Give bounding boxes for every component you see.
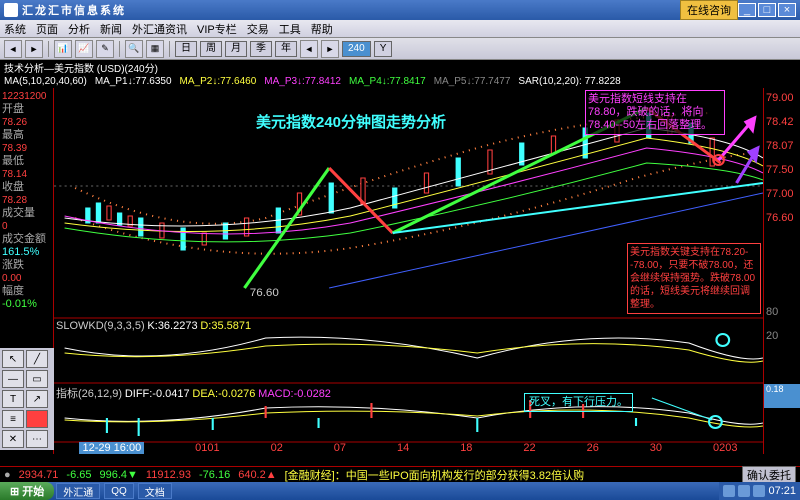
period-y[interactable]: Y <box>374 41 393 57</box>
draw-arrow-icon[interactable]: ↗ <box>26 390 48 408</box>
annotation-title: 美元指数240分钟图走势分析 <box>254 114 448 131</box>
tool-draw-icon[interactable]: ✎ <box>96 40 114 58</box>
period-week[interactable]: 周 <box>200 41 222 57</box>
menu-vip[interactable]: VIP专栏 <box>197 21 237 37</box>
chart-title: 技术分析—美元指数 (USD)(240分) <box>4 60 158 74</box>
annotation-resistance: 美元指数短线支持在78.80，跌破的话，将向78.40--50左右回落整理。 <box>585 90 725 135</box>
tool-grid-icon[interactable]: ▦ <box>146 40 164 58</box>
macd-label: 指标(26,12,9) DIFF:-0.0417 DEA:-0.0276 MAC… <box>56 385 331 401</box>
start-button[interactable]: ⊞开始 <box>0 482 54 500</box>
maximize-button[interactable]: □ <box>758 3 776 17</box>
period-year[interactable]: 年 <box>275 41 297 57</box>
draw-more-icon[interactable]: ⋯ <box>26 430 48 448</box>
period-prev-icon[interactable]: ◄ <box>300 40 318 58</box>
confirm-button[interactable]: 确认委托 <box>742 466 796 484</box>
minimize-button[interactable]: _ <box>738 3 756 17</box>
tool-chart-icon[interactable]: 📊 <box>54 40 72 58</box>
slowkd-label: SLOWKD(9,3,3,5) K:36.2273 D:35.5871 <box>56 320 251 332</box>
taskbar: ⊞开始 外汇通 QQ 文档 07:21 <box>0 482 800 500</box>
main-chart[interactable]: 76.60 美元指数短线支持在78. <box>54 88 764 454</box>
price-axis: 79.0078.4278.07 77.5077.0076.60 8020 0.1… <box>764 88 800 454</box>
menu-tools[interactable]: 工具 <box>279 21 301 37</box>
annotation-support: 美元指数关键支持在78.20--78.00，只要不破78.00，还会继续保持强势… <box>627 243 761 314</box>
menu-analysis[interactable]: 分析 <box>68 21 90 37</box>
menu-help[interactable]: 帮助 <box>311 21 333 37</box>
chart-area: 12231200 开盘78.26 最高78.39 最低78.14 收盘78.28… <box>0 88 800 454</box>
draw-rect-icon[interactable]: ▭ <box>26 370 48 388</box>
draw-cursor-icon[interactable]: ↖ <box>2 350 24 368</box>
news-ticker: [金融财经]：中国一些IPO面向机构发行的部分获得3.82倍认购 <box>285 467 734 483</box>
consult-button[interactable]: 在线咨询 <box>680 0 738 20</box>
status-dot: ● <box>4 469 11 481</box>
draw-text-icon[interactable]: T <box>2 390 24 408</box>
draw-fib-icon[interactable]: ≡ <box>2 410 24 428</box>
period-month[interactable]: 月 <box>225 41 247 57</box>
tool-fwd-icon[interactable]: ► <box>25 40 43 58</box>
menu-trade[interactable]: 交易 <box>247 21 269 37</box>
menu-news[interactable]: 新闻 <box>100 21 122 37</box>
toolbar: ◄ ► 📊 📈 ✎ 🔍 ▦ 日 周 月 季 年 ◄ ► 240 Y <box>0 38 800 60</box>
period-quarter[interactable]: 季 <box>250 41 272 57</box>
menu-page[interactable]: 页面 <box>36 21 58 37</box>
task-item[interactable]: 文档 <box>138 483 172 499</box>
menu-bar: 系统 页面 分析 新闻 外汇通资讯 VIP专栏 交易 工具 帮助 <box>0 20 800 38</box>
tool-line-icon[interactable]: 📈 <box>75 40 93 58</box>
draw-color-icon[interactable] <box>26 410 48 428</box>
drawing-toolbar: ↖ ╱ — ▭ T ↗ ≡ ✕ ⋯ <box>0 348 54 450</box>
tray-icon[interactable] <box>738 485 750 497</box>
time-axis: 12-29 16:00 010102 0714 1822 2630 0203 <box>54 442 763 454</box>
menu-system[interactable]: 系统 <box>4 21 26 37</box>
app-logo <box>4 3 18 17</box>
ma-bar: MA(5,10,20,40,60) MA_P1↓:77.6350 MA_P2↓:… <box>0 74 800 88</box>
draw-line-icon[interactable]: ╱ <box>26 350 48 368</box>
clock: 07:21 <box>768 485 796 497</box>
close-button[interactable]: × <box>778 3 796 17</box>
tool-back-icon[interactable]: ◄ <box>4 40 22 58</box>
tray-icon[interactable] <box>753 485 765 497</box>
draw-del-icon[interactable]: ✕ <box>2 430 24 448</box>
indicator-header: 技术分析—美元指数 (USD)(240分) <box>0 60 800 74</box>
draw-hline-icon[interactable]: — <box>2 370 24 388</box>
period-240[interactable]: 240 <box>342 41 371 57</box>
window-title: 汇龙汇市信息系统 <box>22 2 680 18</box>
svg-text:76.60: 76.60 <box>250 287 279 299</box>
tool-zoom-icon[interactable]: 🔍 <box>125 40 143 58</box>
task-item[interactable]: QQ <box>104 483 134 499</box>
task-item[interactable]: 外汇通 <box>56 483 100 499</box>
period-next-icon[interactable]: ► <box>321 40 339 58</box>
tray-icon[interactable] <box>723 485 735 497</box>
annotation-deadcross: 死叉，有下行压力。 <box>524 393 633 412</box>
menu-fx-info[interactable]: 外汇通资讯 <box>132 21 187 37</box>
period-day[interactable]: 日 <box>175 41 197 57</box>
system-tray: 07:21 <box>719 482 800 500</box>
status-bar: ● 2934.71 -6.65 996.4▼ 11912.93 -76.16 6… <box>0 466 800 482</box>
